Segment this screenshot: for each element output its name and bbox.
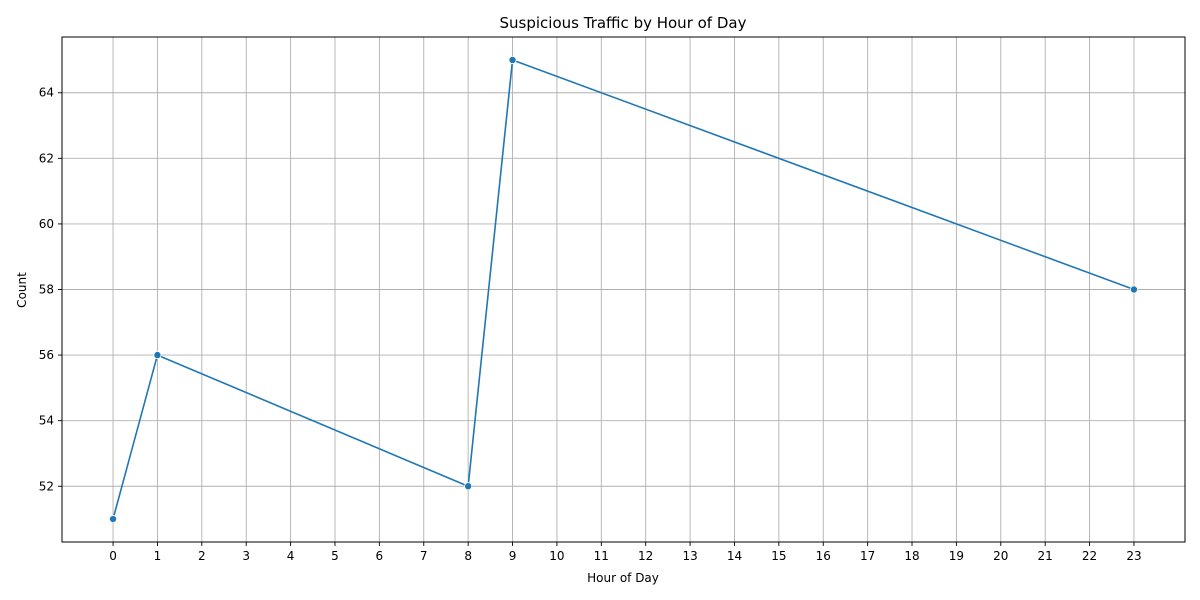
x-tick-label: 2	[198, 549, 206, 563]
data-point	[1129, 285, 1138, 294]
x-tick-label: 18	[904, 549, 919, 563]
y-tick-label: 64	[39, 86, 54, 100]
x-tick-label: 21	[1038, 549, 1053, 563]
y-tick-label: 60	[39, 217, 54, 231]
x-axis-ticks: 0 1 2 3 4 5 6 7 8 9 10 11 12 13 14 15 16 17 18 19 20 21 22 23	[109, 542, 1142, 563]
x-tick-label: 20	[993, 549, 1008, 563]
y-axis-label: Count	[15, 272, 29, 308]
x-axis-label: Hour of Day	[587, 571, 659, 585]
x-tick-label: 12	[638, 549, 653, 563]
data-point	[153, 351, 162, 360]
chart-title: Suspicious Traffic by Hour of Day	[500, 14, 747, 32]
x-tick-label: 19	[949, 549, 964, 563]
x-tick-label: 14	[727, 549, 742, 563]
x-tick-label: 7	[420, 549, 428, 563]
x-tick-label: 10	[549, 549, 564, 563]
x-tick-label: 4	[287, 549, 295, 563]
data-point	[508, 55, 517, 64]
x-tick-label: 8	[464, 549, 472, 563]
x-tick-label: 23	[1126, 549, 1141, 563]
data-point	[464, 482, 473, 491]
x-tick-label: 13	[682, 549, 697, 563]
x-tick-label: 1	[154, 549, 162, 563]
x-tick-label: 6	[376, 549, 384, 563]
x-tick-label: 16	[816, 549, 831, 563]
grid-layer	[62, 37, 1185, 542]
x-tick-label: 3	[242, 549, 250, 563]
x-tick-label: 22	[1082, 549, 1097, 563]
data-point	[109, 515, 118, 524]
x-tick-label: 0	[109, 549, 117, 563]
y-tick-label: 58	[39, 283, 54, 297]
y-tick-label: 52	[39, 479, 54, 493]
y-tick-label: 54	[39, 414, 54, 428]
x-tick-label: 15	[771, 549, 786, 563]
y-axis-ticks: 52 54 56 58 60 62 64	[39, 86, 62, 493]
y-tick-label: 56	[39, 348, 54, 362]
x-tick-label: 17	[860, 549, 875, 563]
series-layer	[109, 55, 1138, 524]
y-tick-label: 62	[39, 151, 54, 165]
x-tick-label: 5	[331, 549, 339, 563]
x-tick-label: 9	[509, 549, 517, 563]
x-tick-label: 11	[594, 549, 609, 563]
